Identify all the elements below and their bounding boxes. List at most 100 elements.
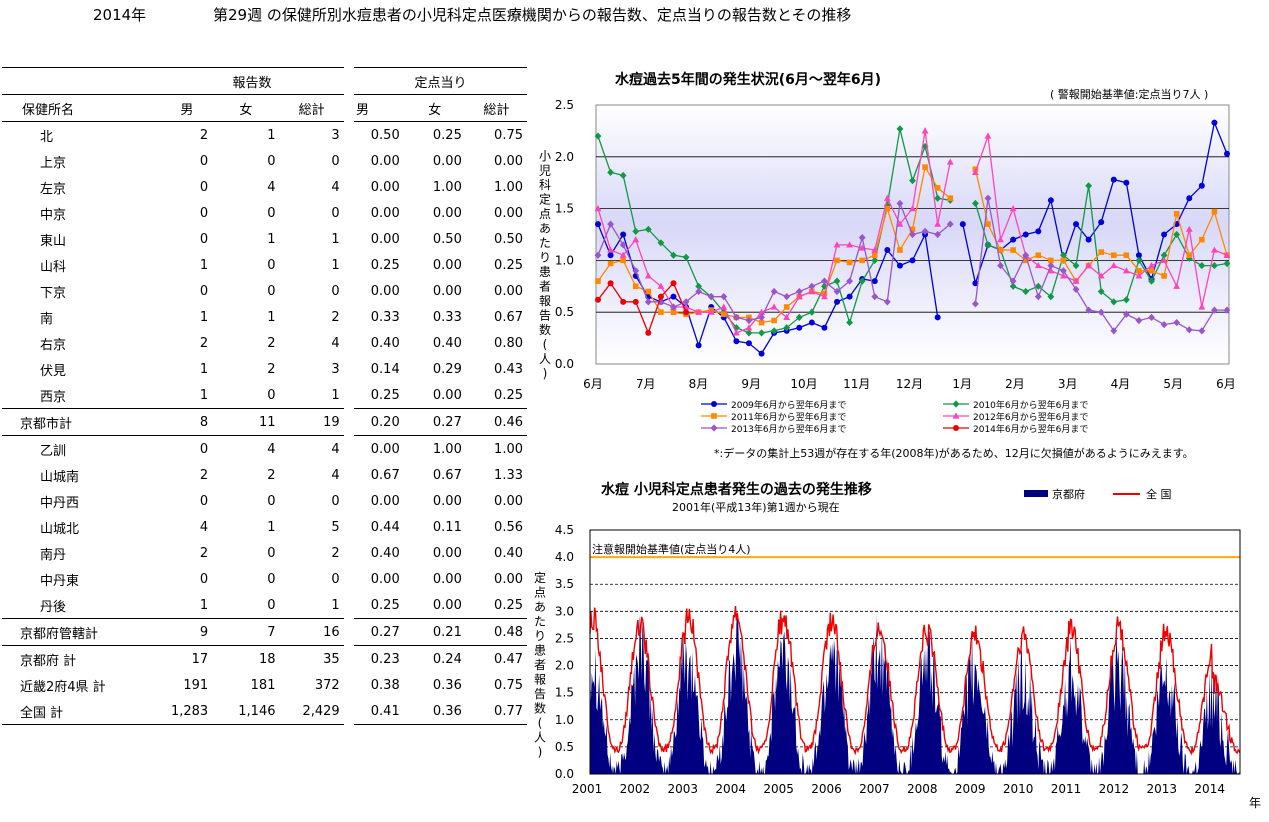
data-point (695, 342, 702, 349)
cell-male: 0 (199, 153, 209, 169)
data-point (896, 125, 904, 133)
data-point (783, 293, 791, 301)
data-point (1072, 277, 1080, 284)
y-tick-label: 2.5 (555, 631, 574, 645)
data-point (1199, 236, 1205, 243)
data-point (1122, 267, 1130, 274)
national-line (589, 606, 1241, 756)
cell-per-female: 0.40 (432, 335, 462, 351)
data-point (1110, 261, 1118, 269)
data-point (909, 177, 916, 185)
data-point (607, 260, 614, 267)
cell-per-male: 0.40 (370, 545, 400, 561)
y-tick-label: 0.5 (555, 305, 574, 319)
ylabel-char: あ (539, 222, 551, 236)
data-point (795, 313, 803, 321)
cell-name: 伏見 (40, 363, 67, 379)
cell-per-female: 0.21 (403, 618, 466, 646)
cell-male: 1,283 (160, 698, 213, 725)
cell-per-male: 0.27 (354, 618, 404, 646)
cell-total: 16 (279, 618, 344, 646)
data-point (770, 287, 778, 296)
data-point (1185, 326, 1193, 334)
cell-per-total: 0.00 (494, 283, 523, 299)
table-row: 丹後 1 0 1 0.25 0.00 0.25 (2, 592, 527, 619)
cell-name: 京都府 計 (20, 653, 77, 669)
data-point (1161, 273, 1167, 279)
cell-name: 山城北 (40, 521, 80, 537)
table-row: 南 1 1 2 0.33 0.33 0.67 (2, 304, 527, 330)
data-point (645, 329, 652, 336)
data-point (1224, 150, 1230, 157)
cell-name: 近畿2府4県 計 (20, 679, 106, 695)
data-point (884, 247, 891, 254)
data-point (632, 283, 639, 290)
data-point (707, 308, 715, 315)
ylabel-char: 患 (539, 265, 551, 279)
cell-per-female: 0.36 (403, 698, 466, 725)
table-row: 伏見 1 2 3 0.14 0.29 0.43 (2, 356, 527, 382)
cell-male: 0 (199, 205, 209, 221)
x-tick-label: 2007 (859, 782, 890, 796)
table-row: 右京 2 2 4 0.40 0.40 0.80 (2, 330, 527, 356)
ylabel-char: た (534, 615, 546, 629)
data-point (984, 132, 992, 139)
cell-name: 中丹西 (40, 495, 80, 511)
cell-per-total: 0.25 (494, 387, 523, 403)
table-row: 山科 1 0 1 0.25 0.00 0.25 (2, 252, 527, 278)
header-title-text: の保健所別水痘患者の小児科定点医療機関からの報告数、定点当りの報告数とその推移 (266, 6, 852, 24)
cell-female: 0 (267, 283, 276, 299)
x-tick-label: 4月 (1111, 377, 1131, 391)
ylabel-char: ( (538, 716, 543, 730)
data-point (595, 296, 601, 303)
ylabel-char: 数 (539, 322, 551, 337)
cell-per-total: 0.56 (494, 519, 523, 535)
kyoto-area (590, 611, 1240, 774)
header-year: 2014年 (93, 6, 147, 24)
cell-gap (344, 514, 354, 540)
cell-gap (344, 226, 354, 252)
data-point (1198, 182, 1205, 189)
data-point (1135, 252, 1142, 259)
legend-national-label: 全 国 (1146, 487, 1172, 501)
data-point (632, 267, 640, 275)
ylabel-char: 数 (534, 701, 546, 716)
cell-per-male: 0.38 (370, 677, 400, 693)
data-point (846, 277, 853, 285)
cell-male: 0 (199, 283, 209, 299)
data-point (953, 425, 959, 431)
data-point (607, 220, 614, 228)
x-tick-label: 11月 (843, 377, 870, 391)
cell-total: 0 (331, 283, 340, 299)
cell-per-male: 0.20 (354, 408, 404, 436)
table-row: 上京 0 0 0 0.00 0.00 0.00 (2, 148, 527, 174)
cell-name: 丹後 (40, 599, 67, 615)
data-point (1198, 303, 1206, 310)
table-row: 京都市計 8 11 19 0.20 0.27 0.46 (2, 408, 527, 436)
data-point (1110, 327, 1118, 335)
data-point (1097, 272, 1105, 279)
data-point (833, 241, 841, 248)
cell-per-female: 0.00 (432, 571, 462, 587)
data-point (1098, 249, 1104, 255)
data-point (657, 239, 665, 247)
data-point (732, 324, 740, 332)
cell-name: 山科 (40, 259, 67, 275)
chart2-subtitle: 2001年(平成13年)第1週から現在 (672, 500, 840, 514)
data-point (595, 278, 601, 284)
data-point (783, 313, 791, 320)
ylabel-char: 人 (539, 352, 551, 366)
data-point (732, 329, 740, 336)
cell-female: 1,146 (212, 698, 280, 725)
data-point (710, 424, 718, 432)
data-point (670, 251, 677, 259)
cell-female: 0 (267, 257, 276, 273)
data-point (658, 309, 664, 315)
col-female-header: 女 (212, 94, 280, 122)
data-point (721, 311, 727, 318)
data-point (1136, 267, 1142, 274)
cell-per-female: 0.50 (432, 231, 462, 247)
data-point (607, 280, 614, 287)
data-point (657, 282, 665, 289)
